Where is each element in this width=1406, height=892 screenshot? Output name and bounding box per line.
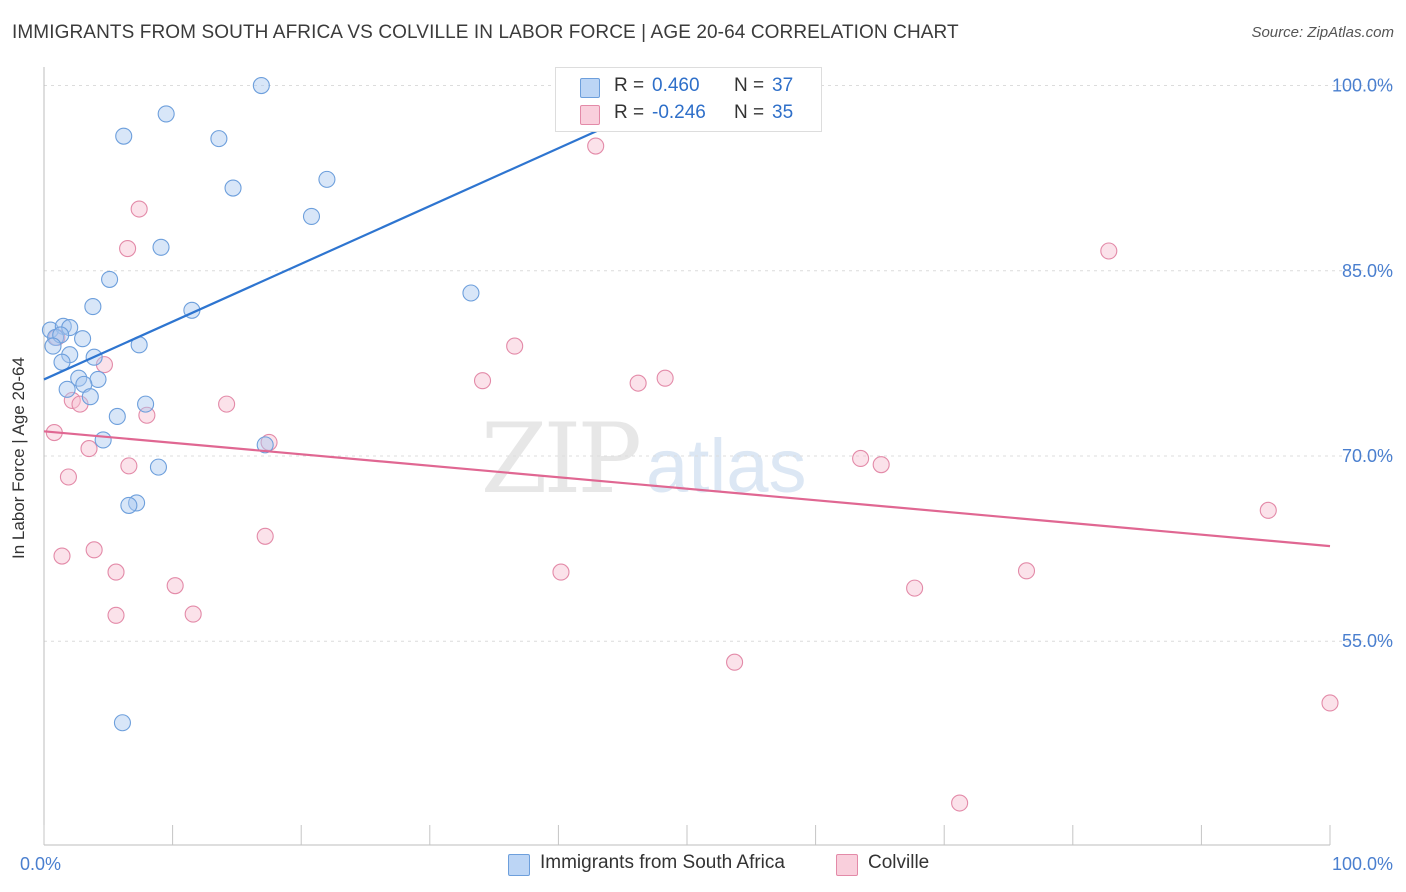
data-point-south-africa (44, 337, 62, 355)
data-point-south-africa (318, 170, 336, 188)
legend: Immigrants from South Africa Colville (0, 851, 1406, 877)
data-point-colville (166, 577, 184, 595)
data-point-south-africa (152, 238, 170, 256)
data-point-colville (629, 374, 647, 392)
data-point-south-africa (58, 380, 76, 398)
y-tick-label: 55.0% (1342, 631, 1393, 651)
data-point-south-africa (74, 330, 92, 348)
legend-swatch-blue (508, 854, 530, 876)
data-point-colville (107, 606, 125, 624)
stats-row-pink: R = -0.246 N = 35 (556, 102, 821, 128)
watermark-atlas: atlas (646, 424, 807, 509)
data-point-colville (85, 541, 103, 559)
data-point-colville (473, 372, 492, 390)
data-point-south-africa (113, 714, 131, 732)
stats-row-blue: R = 0.460 N = 37 (556, 75, 821, 101)
data-point-colville (587, 137, 605, 155)
data-point-south-africa (462, 284, 480, 302)
legend-label: Immigrants from South Africa (540, 852, 785, 873)
data-point-colville (1100, 242, 1118, 260)
stats-r-label: R = (614, 102, 645, 123)
y-tick-label: 70.0% (1342, 446, 1393, 466)
data-point-colville (552, 563, 570, 581)
data-point-south-africa (224, 179, 242, 197)
data-point-south-africa (94, 431, 112, 449)
data-point-colville (119, 239, 137, 258)
data-point-south-africa (108, 407, 126, 426)
data-point-south-africa (115, 127, 133, 145)
y-axis-label: In Labor Force | Age 20-64 (9, 357, 28, 559)
data-point-south-africa (157, 105, 175, 123)
data-point-colville (107, 563, 125, 581)
data-point-colville (906, 579, 924, 597)
data-point-south-africa (252, 76, 270, 95)
stats-n-label: N = (734, 102, 765, 123)
stats-box: R = 0.460 N = 37 R = -0.246 N = 35 (555, 67, 822, 132)
x-tick-label: 100.0% (1332, 854, 1393, 874)
data-point-colville (1321, 694, 1339, 712)
trend-line-south-africa (43, 89, 688, 381)
y-tick-label: 100.0% (1332, 76, 1393, 96)
data-point-south-africa (210, 130, 228, 148)
data-point-colville (1017, 562, 1036, 580)
trend-line-colville (43, 430, 1331, 548)
data-point-south-africa (84, 298, 102, 316)
legend-swatch-pink (836, 854, 858, 876)
data-point-colville (59, 468, 77, 486)
stats-r-value: -0.246 (652, 102, 706, 123)
data-point-south-africa (137, 395, 155, 413)
data-point-colville (63, 391, 81, 409)
data-point-colville (872, 456, 890, 474)
data-point-south-africa (256, 436, 274, 454)
stats-n-value: 35 (772, 102, 794, 123)
stats-r-value: 0.460 (652, 75, 700, 96)
data-point-colville (218, 395, 236, 413)
data-point-south-africa (81, 388, 99, 406)
watermark-zip: ZIP (481, 403, 640, 515)
stats-swatch-blue (580, 78, 600, 98)
legend-label: Colville (868, 852, 930, 873)
data-point-south-africa (120, 496, 138, 514)
data-point-south-africa (149, 458, 168, 476)
stats-n-label: N = (734, 75, 765, 96)
data-point-south-africa (302, 207, 321, 225)
y-tick-label: 85.0% (1342, 261, 1393, 281)
stats-swatch-pink (580, 105, 600, 125)
data-point-colville (726, 653, 744, 671)
data-point-colville (53, 547, 71, 565)
stats-n-value: 37 (772, 75, 794, 96)
data-point-colville (184, 605, 202, 623)
data-point-colville (852, 449, 870, 468)
data-point-colville (506, 337, 524, 355)
source-label: Source: ZipAtlas.com (1251, 24, 1394, 41)
data-point-colville (120, 457, 138, 475)
data-point-colville (951, 794, 969, 812)
data-point-colville (130, 200, 148, 218)
data-point-south-africa (101, 270, 119, 288)
data-point-colville (80, 440, 98, 458)
data-point-south-africa (89, 370, 107, 388)
data-point-colville (256, 527, 274, 545)
x-tick-label: 0.0% (20, 854, 61, 874)
data-point-colville (1259, 501, 1277, 519)
chart-title: IMMIGRANTS FROM SOUTH AFRICA VS COLVILLE… (12, 22, 959, 43)
stats-r-label: R = (614, 75, 645, 96)
data-point-colville (656, 369, 674, 387)
